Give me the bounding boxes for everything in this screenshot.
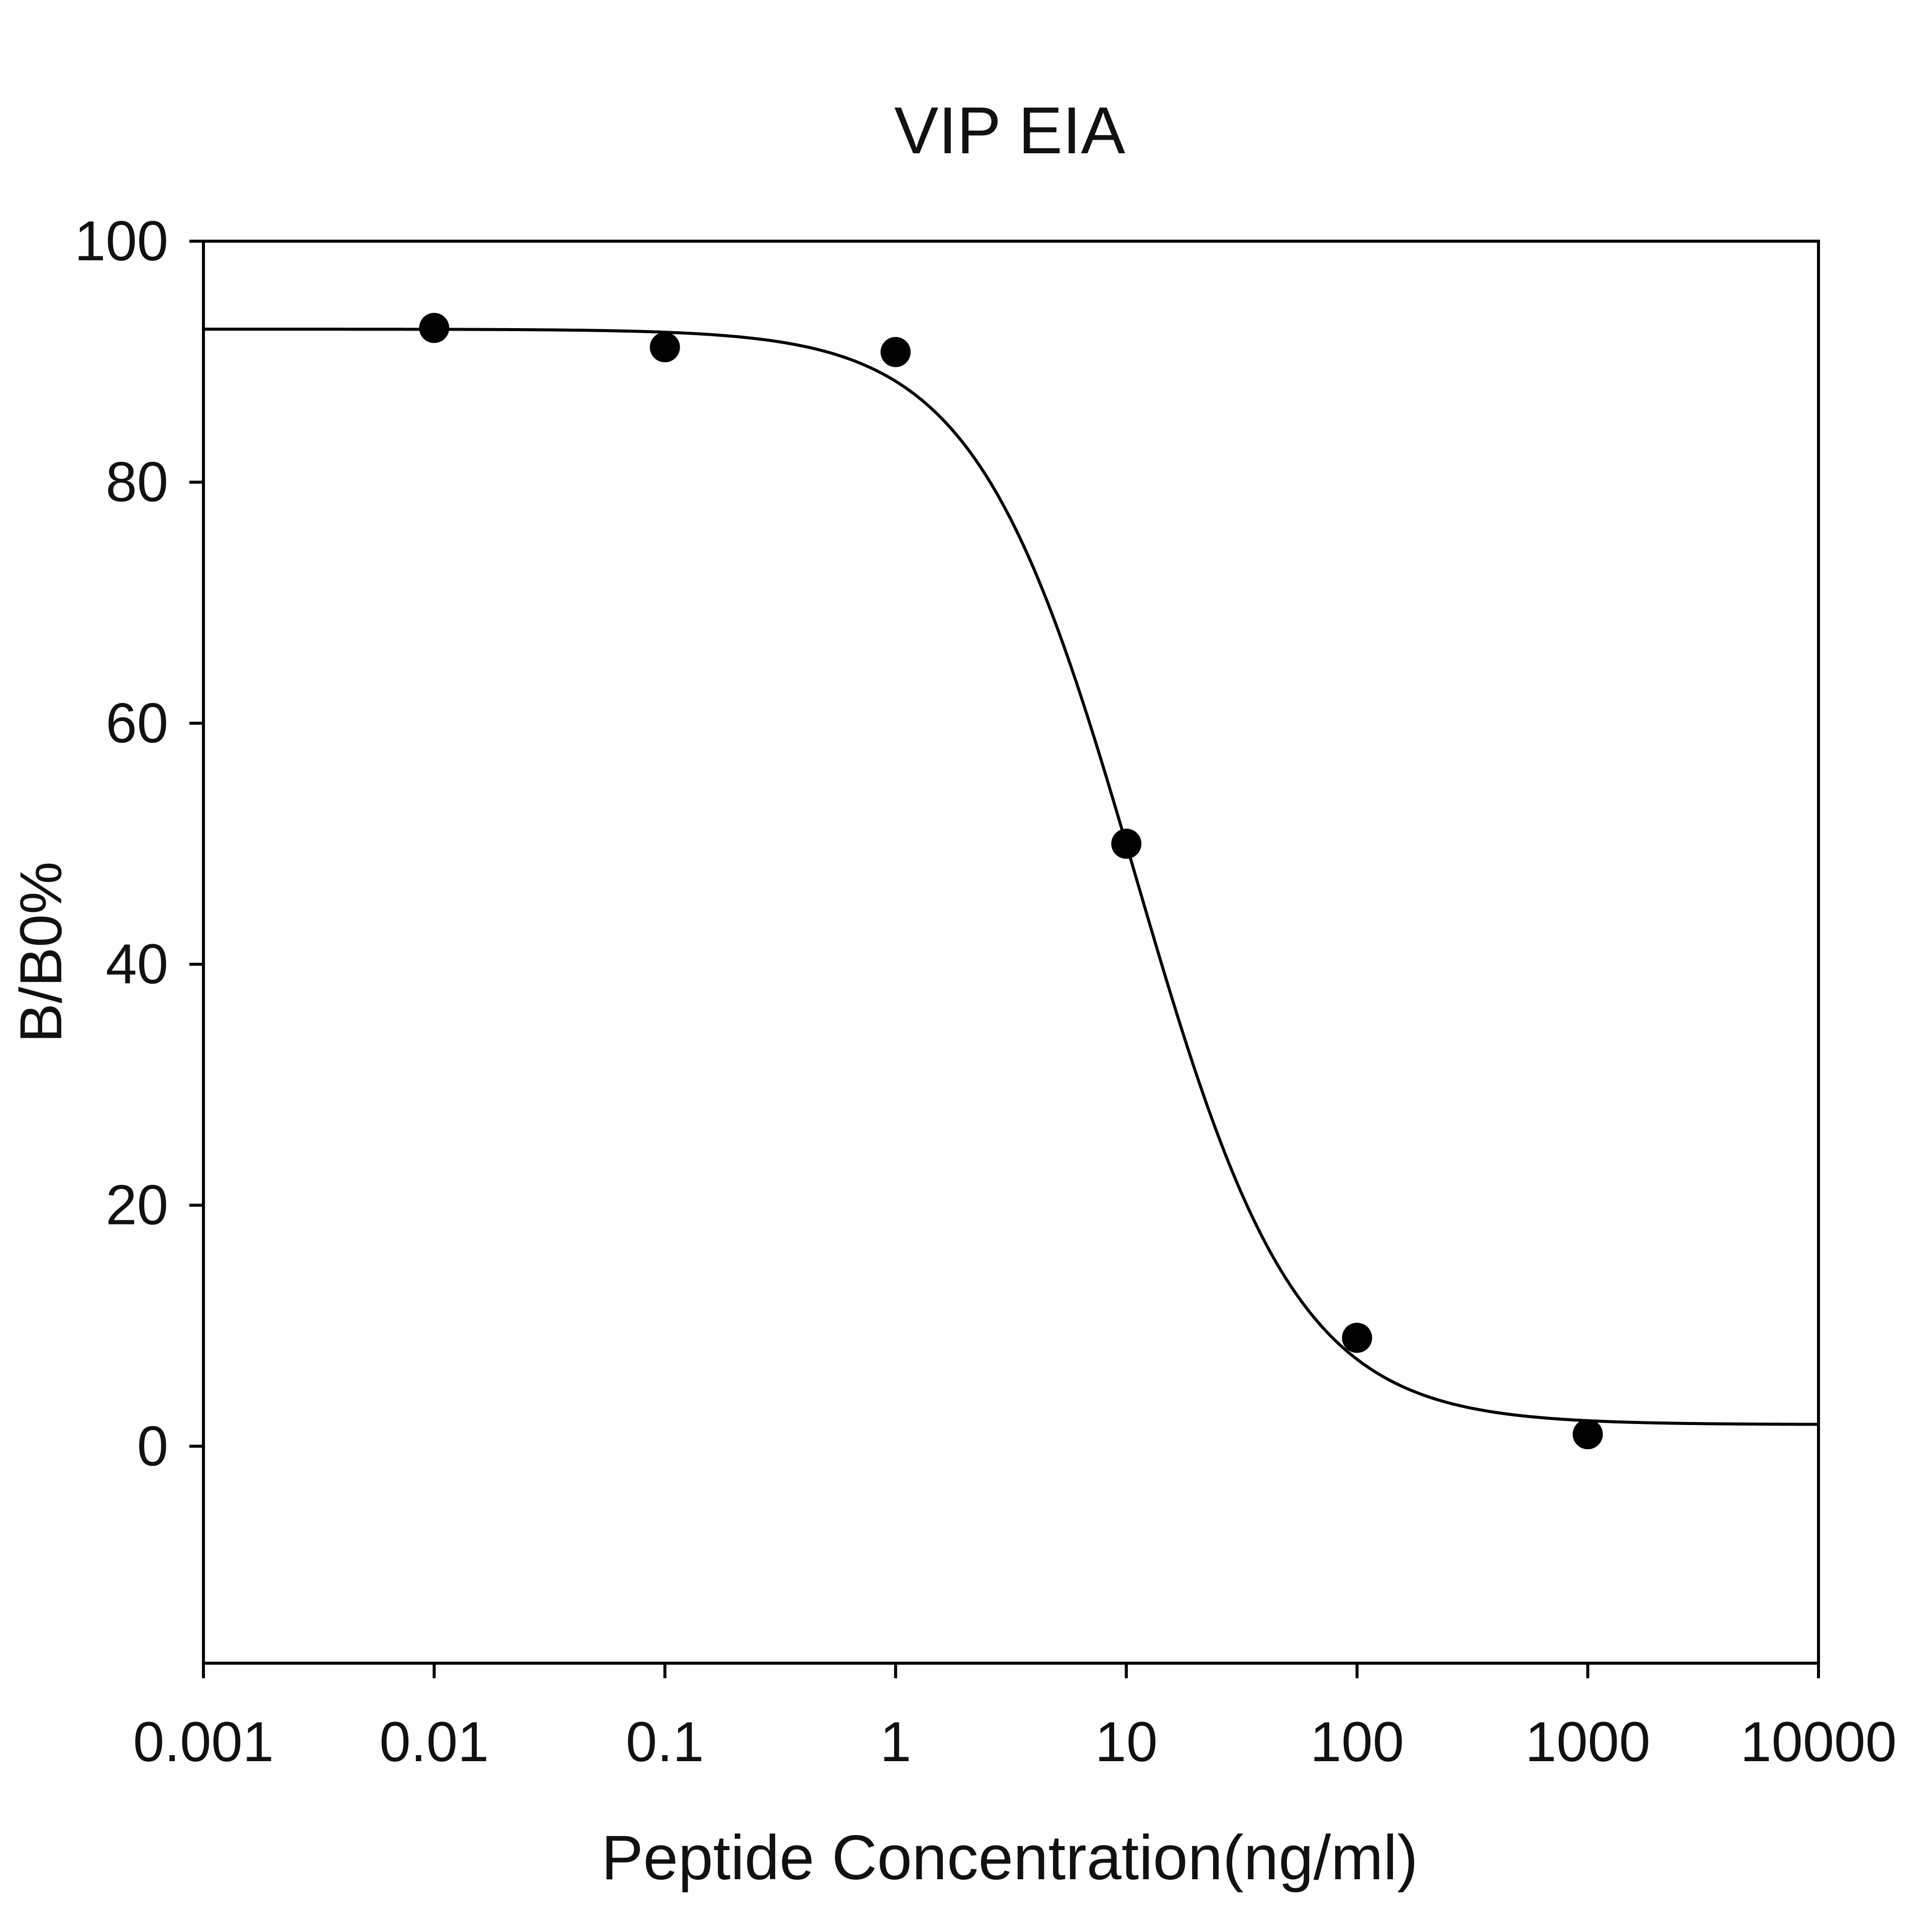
y-axis-label: B/B0% xyxy=(8,862,74,1043)
fitted-curve xyxy=(203,328,1819,1426)
x-tick-label: 1 xyxy=(880,1710,911,1773)
y-tick-label: 40 xyxy=(105,933,168,995)
y-tick-label: 80 xyxy=(105,451,168,514)
data-point xyxy=(650,332,680,363)
data-point xyxy=(1572,1419,1603,1450)
data-point xyxy=(880,337,911,367)
data-point xyxy=(1342,1323,1372,1353)
data-point xyxy=(419,313,450,343)
y-tick-label: 20 xyxy=(105,1174,168,1237)
plot-frame xyxy=(202,240,1820,1665)
x-tick-label: 100 xyxy=(1310,1710,1404,1773)
data-points-layer xyxy=(419,313,1603,1450)
data-point xyxy=(1111,829,1142,859)
x-axis: 0.001 0.01 0.1 1 10 100 1000 10000 xyxy=(133,1663,1897,1773)
x-tick-label: 0.1 xyxy=(626,1710,704,1773)
x-axis-label: Peptide Concentration(ng/ml) xyxy=(601,1823,1418,1893)
x-tick-label: 10 xyxy=(1095,1710,1158,1773)
x-tick-label: 1000 xyxy=(1525,1710,1650,1773)
fitted-curve-layer xyxy=(203,328,1819,1426)
x-tick-label: 10000 xyxy=(1740,1710,1896,1773)
y-axis: 0 20 40 60 80 100 xyxy=(74,210,203,1477)
y-tick-label: 100 xyxy=(74,210,168,272)
x-tick-label: 0.01 xyxy=(379,1710,489,1773)
y-tick-label: 60 xyxy=(105,691,168,754)
y-tick-label: 0 xyxy=(137,1414,168,1477)
x-tick-label: 0.001 xyxy=(133,1710,274,1773)
chart-title: VIP EIA xyxy=(894,93,1125,167)
